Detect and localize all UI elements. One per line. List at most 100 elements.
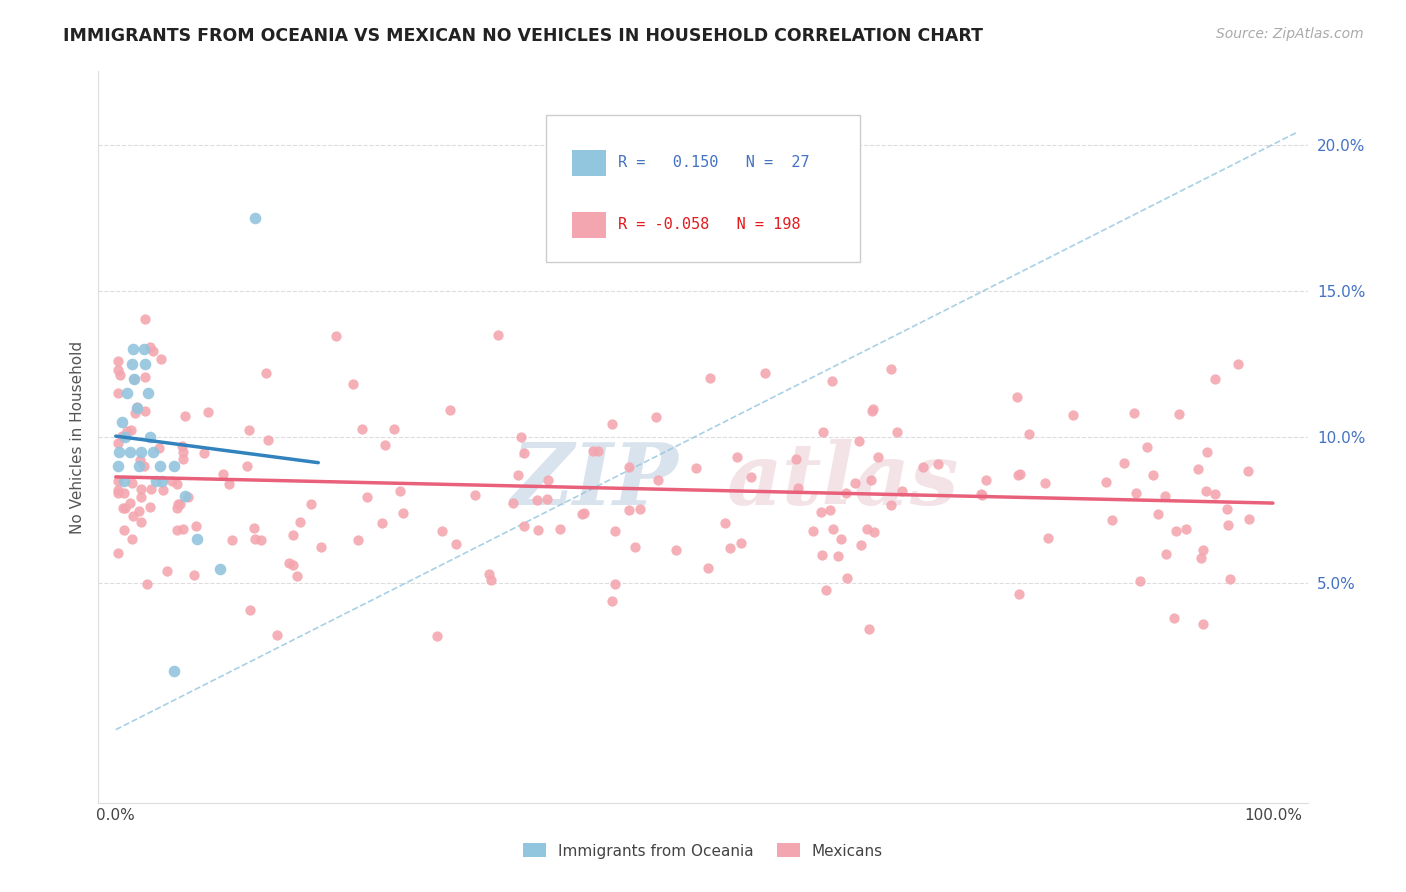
Point: [837, 571, 859, 585]
Point: [1189, 551, 1212, 566]
Point: [288, 515, 311, 529]
Point: [754, 366, 776, 380]
Point: [166, 501, 188, 516]
Point: [830, 532, 852, 546]
Point: [122, 343, 145, 357]
Point: [1154, 489, 1177, 503]
Point: [785, 452, 807, 467]
Text: R = -0.058   N = 198: R = -0.058 N = 198: [619, 218, 801, 233]
Point: [1163, 611, 1185, 625]
Point: [1156, 547, 1178, 561]
Point: [309, 541, 332, 555]
Point: [132, 343, 155, 357]
Point: [127, 400, 149, 414]
Point: [121, 533, 143, 547]
Point: [725, 450, 748, 464]
Point: [107, 483, 129, 497]
Point: [848, 434, 870, 449]
Point: [107, 435, 129, 450]
Point: [1192, 617, 1215, 632]
Point: [382, 422, 405, 436]
Point: [111, 501, 134, 516]
Point: [347, 533, 370, 548]
Point: [128, 504, 150, 518]
Point: [862, 524, 884, 539]
Point: [486, 328, 509, 343]
Point: [139, 341, 162, 355]
Point: [112, 486, 135, 500]
Point: [243, 211, 266, 225]
Point: [281, 528, 304, 542]
Point: [1187, 462, 1209, 476]
Point: [868, 450, 890, 464]
Point: [426, 629, 449, 643]
Point: [107, 475, 129, 489]
Point: [172, 445, 194, 459]
Point: [134, 404, 156, 418]
Point: [129, 515, 152, 529]
Point: [112, 523, 135, 537]
Y-axis label: No Vehicles in Household: No Vehicles in Household: [69, 341, 84, 533]
Point: [183, 568, 205, 582]
Point: [169, 497, 191, 511]
Point: [186, 533, 208, 547]
Point: [148, 442, 170, 456]
Point: [624, 540, 647, 554]
Point: [111, 429, 134, 443]
Point: [1062, 408, 1084, 422]
Point: [713, 516, 735, 531]
Point: [114, 500, 136, 515]
Point: [152, 483, 174, 498]
Legend: Immigrants from Oceania, Mexicans: Immigrants from Oceania, Mexicans: [517, 838, 889, 864]
Point: [430, 524, 453, 538]
Point: [110, 416, 132, 430]
Point: [266, 628, 288, 642]
Point: [193, 446, 215, 460]
Point: [142, 343, 165, 358]
Point: [844, 476, 866, 491]
Point: [239, 603, 262, 617]
Point: [277, 556, 299, 570]
Point: [299, 497, 322, 511]
Point: [647, 473, 669, 487]
Point: [513, 445, 536, 459]
Point: [1142, 467, 1164, 482]
Point: [974, 474, 997, 488]
Point: [970, 487, 993, 501]
Point: [502, 496, 524, 510]
Point: [1216, 517, 1239, 532]
Point: [858, 622, 880, 636]
Point: [600, 417, 623, 431]
Point: [139, 430, 162, 444]
Point: [118, 496, 141, 510]
Point: [172, 522, 194, 536]
Point: [696, 561, 718, 575]
Point: [129, 490, 152, 504]
Point: [571, 507, 593, 521]
Point: [813, 425, 835, 439]
Point: [464, 487, 486, 501]
Point: [1219, 572, 1241, 586]
Point: [149, 459, 172, 474]
Point: [730, 535, 752, 549]
Point: [131, 483, 153, 497]
Point: [121, 357, 143, 371]
Point: [118, 444, 141, 458]
Point: [108, 444, 131, 458]
Point: [628, 502, 651, 516]
Point: [810, 548, 832, 562]
Point: [374, 438, 396, 452]
Point: [619, 503, 641, 517]
Point: [107, 354, 129, 368]
Point: [352, 422, 374, 436]
Point: [1216, 501, 1239, 516]
Point: [1008, 587, 1031, 601]
Point: [254, 366, 277, 380]
Point: [139, 482, 162, 496]
Point: [664, 543, 686, 558]
FancyBboxPatch shape: [572, 211, 606, 238]
Point: [972, 488, 994, 502]
Point: [1191, 543, 1213, 558]
Point: [107, 486, 129, 500]
Point: [821, 374, 844, 388]
